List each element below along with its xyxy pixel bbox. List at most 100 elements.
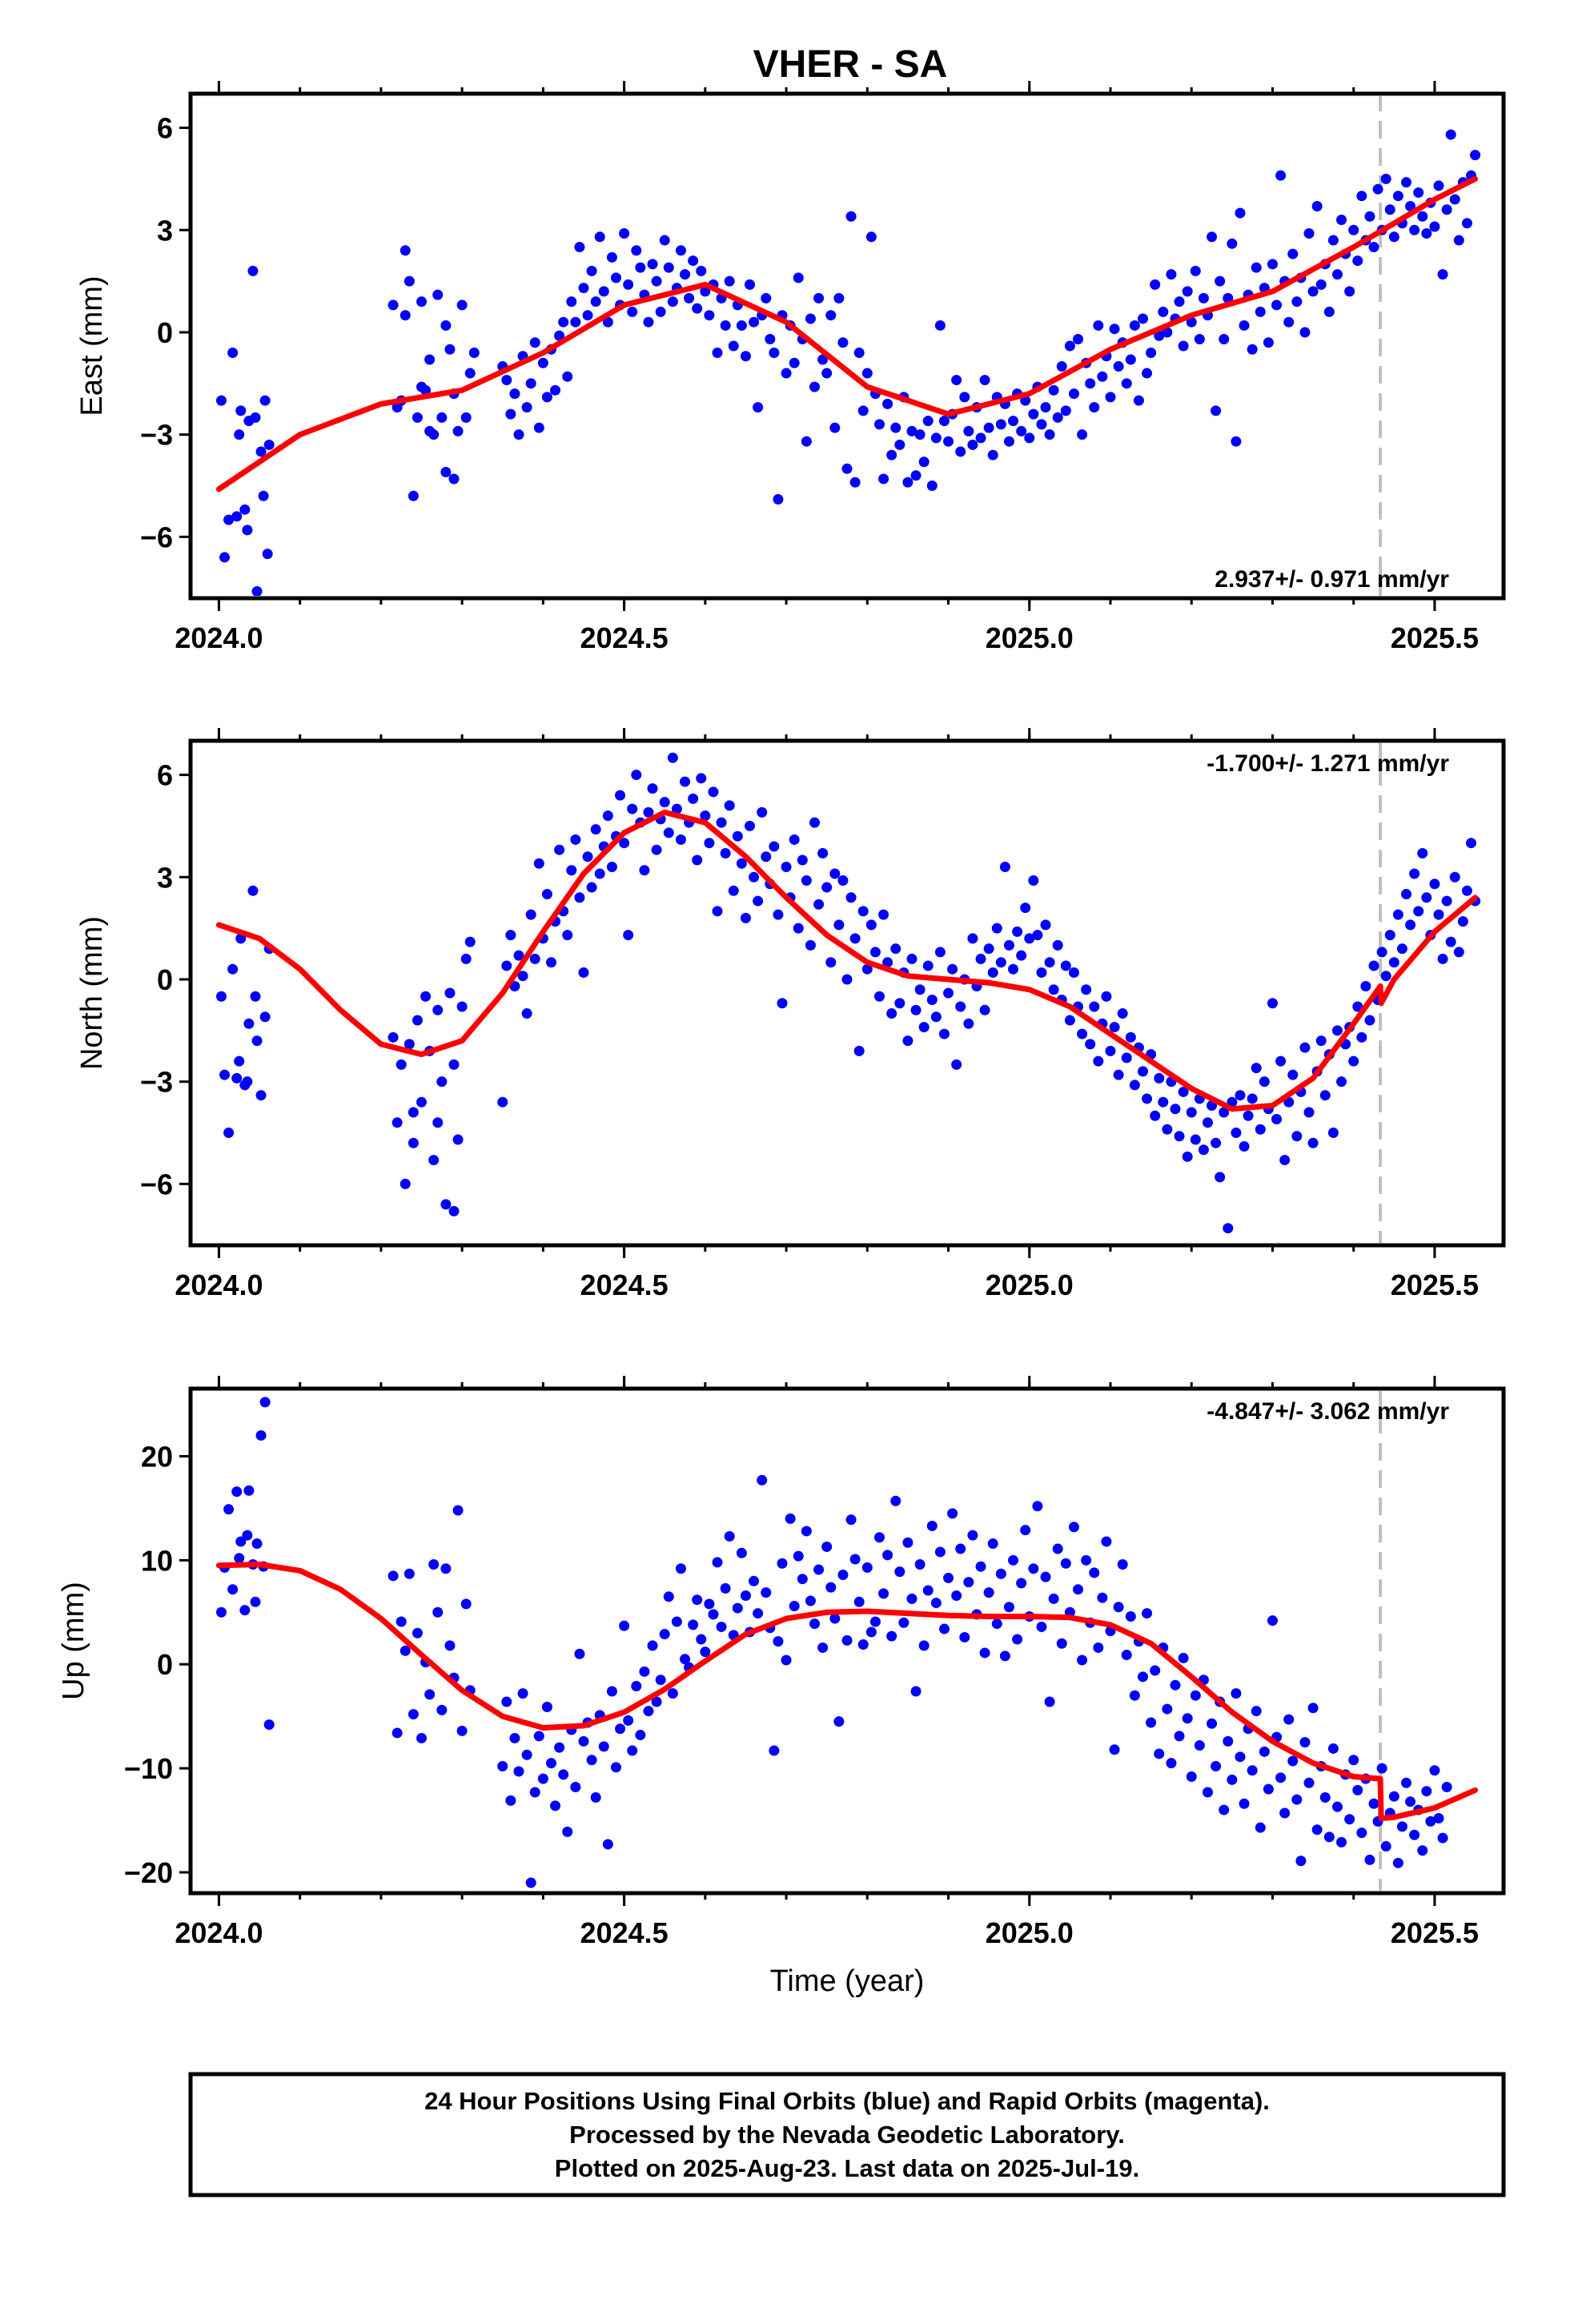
plot-area	[215, 743, 1481, 1243]
data-point	[659, 1629, 670, 1640]
data-point	[1449, 194, 1460, 205]
data-point	[1215, 275, 1226, 287]
data-point	[1044, 429, 1055, 440]
data-point	[849, 933, 861, 944]
data-point	[753, 1608, 764, 1619]
data-point	[639, 865, 650, 876]
data-point	[424, 1689, 436, 1700]
data-point	[853, 1045, 865, 1056]
footer-line-1: 24 Hour Positions Using Final Orbits (bl…	[424, 2087, 1270, 2115]
data-point	[777, 998, 788, 1009]
data-point	[1331, 269, 1343, 280]
data-point	[1219, 1107, 1230, 1118]
data-point	[878, 909, 889, 920]
y-tick-label: 0	[157, 1648, 173, 1681]
data-point	[1194, 1740, 1205, 1751]
data-point	[999, 1651, 1010, 1662]
data-point	[235, 1536, 247, 1547]
data-point	[243, 1018, 255, 1029]
data-point	[967, 933, 978, 944]
data-point	[533, 422, 544, 433]
data-point	[1162, 1124, 1173, 1135]
data-point	[247, 885, 259, 896]
data-point	[1376, 1763, 1387, 1774]
data-point	[688, 793, 699, 804]
data-point	[1466, 838, 1477, 849]
data-point	[1356, 1827, 1367, 1839]
data-point	[655, 306, 666, 317]
data-point	[1052, 412, 1063, 423]
data-point	[951, 375, 962, 386]
data-point	[821, 882, 833, 893]
data-point	[801, 1526, 812, 1537]
data-point	[259, 395, 271, 406]
data-point	[1158, 306, 1169, 317]
data-point	[930, 1011, 942, 1023]
data-point	[1384, 204, 1395, 215]
data-point	[1433, 180, 1444, 191]
data-point	[817, 1642, 829, 1653]
data-point	[396, 1616, 407, 1627]
data-point	[408, 1137, 419, 1148]
data-point	[882, 957, 893, 968]
data-point	[1150, 279, 1161, 290]
data-point	[1024, 933, 1035, 944]
data-point	[1231, 436, 1242, 447]
data-point	[1364, 211, 1375, 222]
data-point	[412, 1627, 423, 1638]
data-point	[849, 1554, 861, 1565]
data-point	[1174, 296, 1185, 308]
velocity-label: -4.847+/- 3.062 mm/yr	[1207, 1398, 1449, 1425]
data-point	[1016, 425, 1027, 436]
data-point	[501, 960, 512, 971]
data-point	[821, 368, 833, 379]
data-point	[1445, 936, 1456, 947]
data-point	[809, 817, 821, 828]
data-point	[1311, 200, 1323, 211]
y-tick-label: −3	[140, 1066, 173, 1099]
data-point	[1146, 348, 1157, 359]
data-point	[251, 585, 263, 596]
plot-area	[215, 96, 1481, 596]
data-point	[680, 1654, 691, 1665]
data-point	[922, 960, 934, 971]
data-point	[497, 1096, 508, 1108]
data-point	[765, 333, 776, 344]
data-point	[692, 1594, 703, 1606]
data-point	[805, 939, 816, 951]
data-point	[1028, 408, 1039, 420]
data-point	[861, 1562, 873, 1573]
data-point	[566, 296, 577, 308]
data-point	[1125, 1031, 1136, 1043]
data-point	[943, 1572, 954, 1583]
data-point	[1158, 1096, 1169, 1108]
data-point	[1287, 1755, 1299, 1767]
data-point	[696, 1634, 707, 1645]
data-point	[400, 1178, 411, 1189]
data-point	[789, 834, 800, 845]
data-point	[1392, 191, 1403, 202]
data-point	[918, 1022, 930, 1033]
data-point	[902, 476, 913, 488]
data-point	[1174, 1731, 1185, 1742]
data-point	[1405, 919, 1416, 931]
data-point	[1068, 388, 1079, 400]
data-point	[667, 752, 678, 763]
data-point	[797, 854, 808, 866]
data-point	[578, 1735, 589, 1747]
data-point	[440, 1199, 452, 1210]
y-axis-label: Up (mm)	[57, 1582, 90, 1700]
data-point	[250, 412, 261, 423]
data-point	[1401, 177, 1412, 188]
data-point	[773, 1636, 784, 1647]
data-point	[1097, 371, 1108, 382]
data-point	[1267, 998, 1278, 1009]
data-point	[667, 296, 678, 308]
data-point	[550, 384, 561, 396]
data-point	[387, 1031, 399, 1043]
data-point	[1154, 1748, 1165, 1759]
data-point	[602, 810, 613, 822]
data-point	[545, 957, 556, 968]
data-point	[1028, 875, 1039, 887]
data-point	[1401, 889, 1412, 900]
